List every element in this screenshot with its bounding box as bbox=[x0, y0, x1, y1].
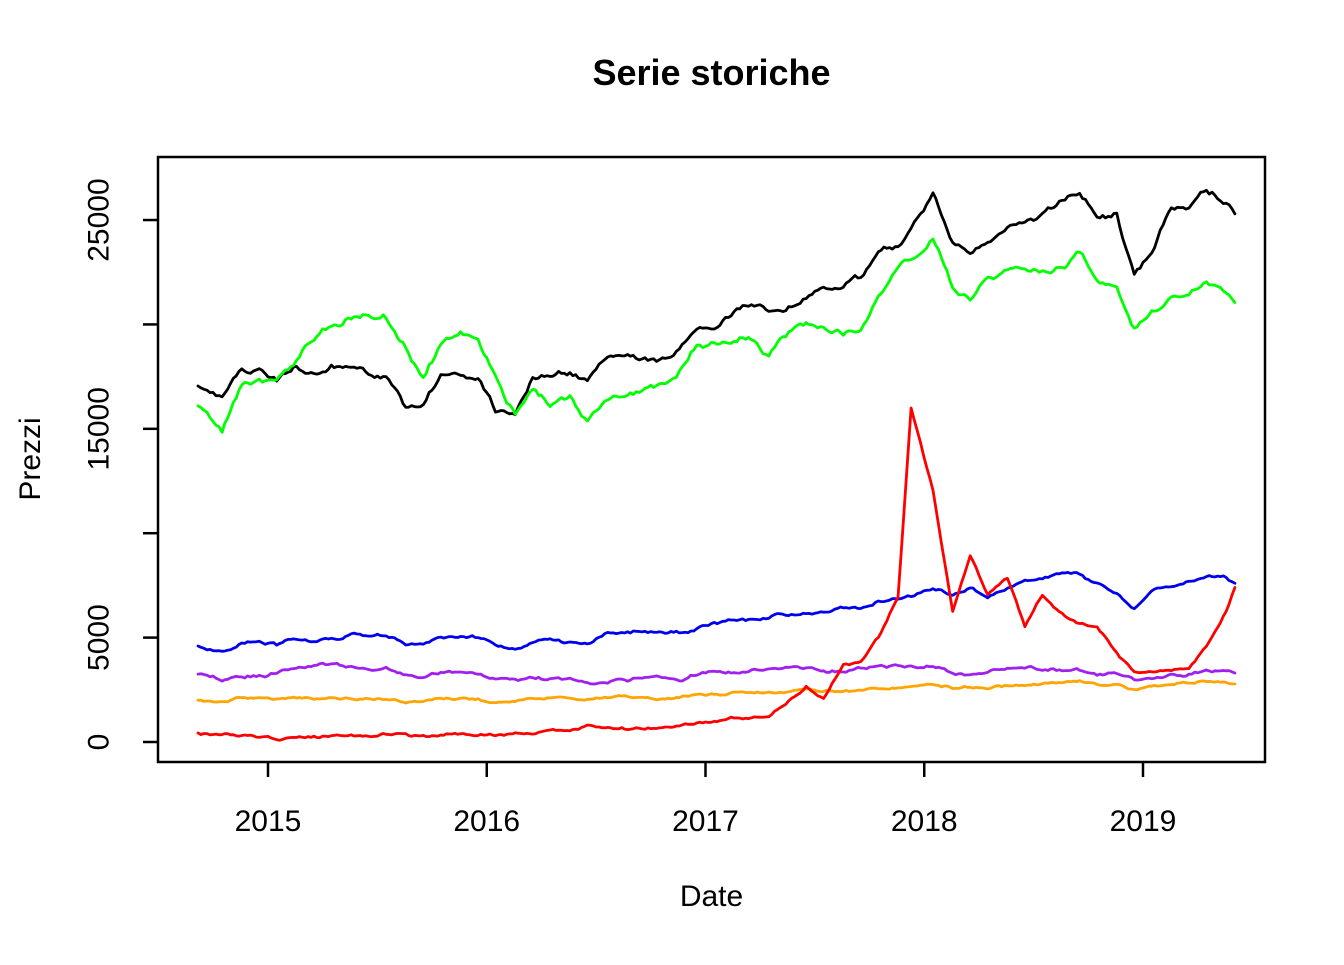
chart-title: Serie storiche bbox=[592, 52, 831, 93]
x-tick-label-2016: 2016 bbox=[453, 805, 520, 838]
y-axis-label: Prezzi bbox=[14, 417, 47, 501]
orange-series-line bbox=[196, 679, 1237, 705]
y-tick-label-5000: 5000 bbox=[83, 604, 116, 671]
red-series-line bbox=[196, 406, 1237, 742]
y-tick-label-25000: 25000 bbox=[83, 178, 116, 261]
x-tick-label-2015: 2015 bbox=[235, 805, 302, 838]
x-axis-label: Date bbox=[679, 880, 744, 913]
y-tick-label-15000: 15000 bbox=[83, 387, 116, 470]
series-lines bbox=[196, 188, 1237, 742]
x-tick-label-2019: 2019 bbox=[1110, 805, 1177, 838]
y-tick-label-0: 0 bbox=[83, 734, 116, 751]
x-tick-label-2017: 2017 bbox=[672, 805, 739, 838]
purple-series-line bbox=[196, 661, 1237, 686]
x-tick-label-2018: 2018 bbox=[891, 805, 958, 838]
blue-series-line bbox=[196, 571, 1237, 653]
green-series-line bbox=[196, 237, 1237, 434]
plot-border bbox=[156, 155, 1267, 764]
black-series-line bbox=[196, 188, 1237, 417]
